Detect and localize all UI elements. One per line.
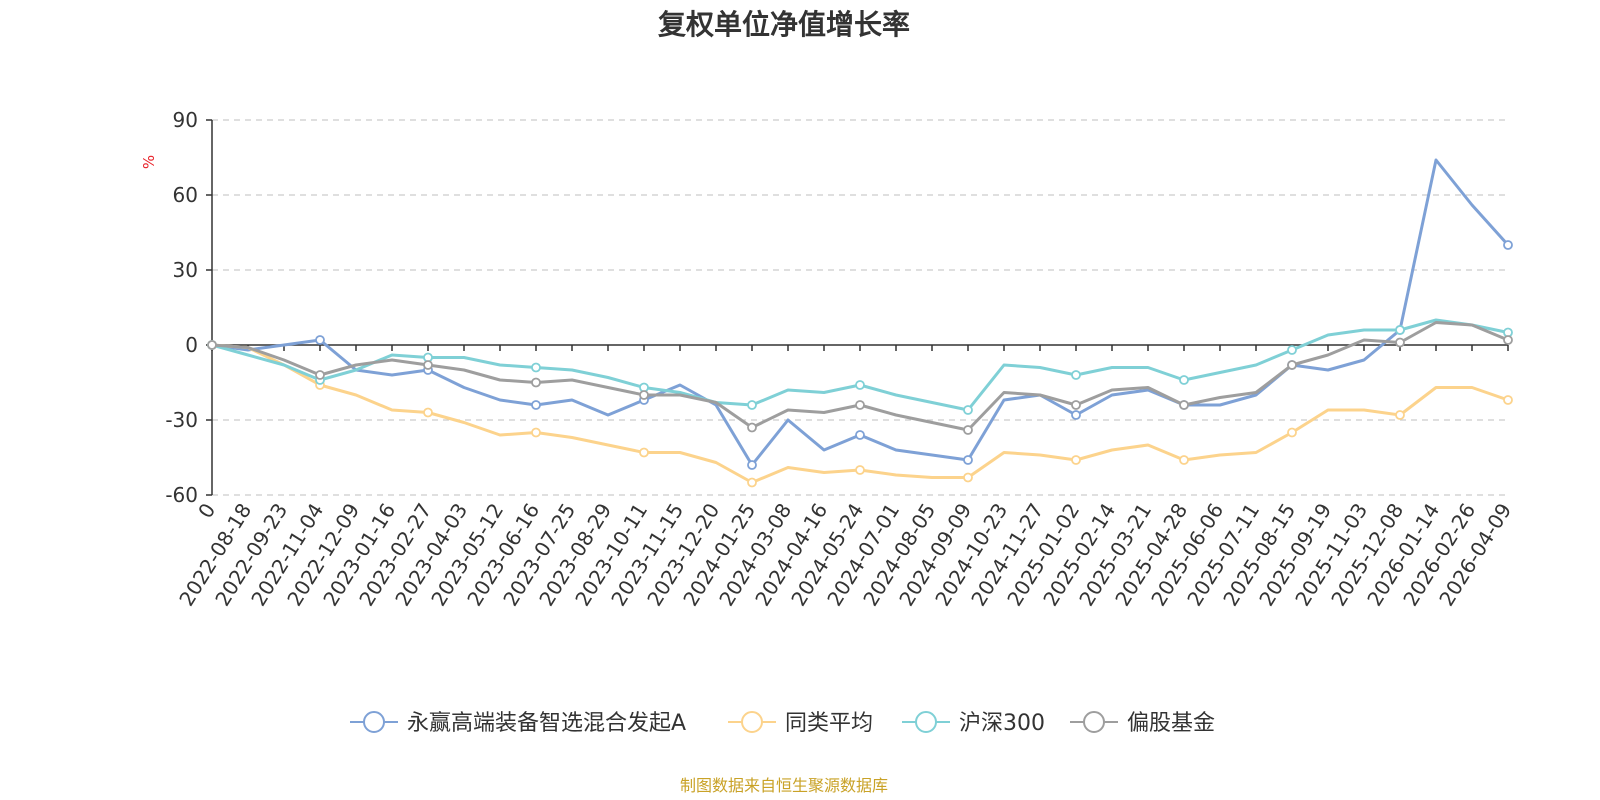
data-point — [531, 377, 541, 388]
legend: 永赢高端装备智选混合发起A 同类平均 沪深300 偏股基金 — [350, 711, 1215, 736]
grid — [212, 119, 1508, 496]
legend-swatch-marker — [363, 711, 385, 733]
series-line — [211, 318, 1509, 412]
y-tick-label: -30 — [165, 408, 198, 432]
data-point — [423, 407, 433, 418]
data-point — [963, 405, 973, 415]
legend-label: 永赢高端装备智选混合发起A — [407, 711, 686, 736]
data-point — [747, 460, 757, 470]
data-point — [315, 370, 325, 380]
y-axis: 90 60 30 0 -30 -60 — [165, 108, 213, 507]
data-point — [1071, 370, 1081, 380]
legend-item[interactable]: 沪深300 — [902, 711, 1045, 736]
data-point — [1179, 400, 1189, 410]
series-line — [211, 321, 1509, 432]
data-point — [963, 472, 973, 483]
x-tick-label: 0 — [193, 499, 220, 523]
data-point — [855, 430, 865, 440]
data-point — [1395, 410, 1405, 420]
legend-swatch-marker — [741, 711, 763, 733]
y-tick-label: 30 — [173, 258, 198, 282]
data-point — [855, 465, 865, 475]
data-point — [747, 422, 757, 433]
data-point — [747, 477, 757, 488]
legend-label: 同类平均 — [785, 711, 873, 736]
data-point — [963, 425, 973, 435]
data-point — [747, 400, 757, 410]
y-axis-unit: % — [140, 155, 158, 169]
legend-item[interactable]: 永赢高端装备智选混合发起A — [350, 711, 686, 736]
data-point — [1071, 410, 1081, 420]
y-tick-label: 0 — [185, 333, 198, 357]
data-point — [639, 447, 649, 458]
data-point — [531, 362, 541, 373]
x-axis: 02022-08-182022-09-232022-11-042022-12-0… — [174, 344, 1516, 610]
data-source-note: 制图数据来自恒生聚源数据库 — [680, 776, 888, 795]
data-point — [1287, 360, 1297, 370]
data-point — [1179, 455, 1189, 465]
chart-title: 复权单位净值增长率 — [658, 8, 910, 41]
series-3 — [207, 321, 1513, 435]
data-point — [855, 380, 865, 390]
legend-label: 偏股基金 — [1127, 711, 1215, 736]
legend-swatch-marker — [1083, 711, 1105, 733]
series-lines — [207, 158, 1513, 488]
series-0 — [207, 158, 1513, 470]
data-point — [1287, 427, 1297, 438]
data-point — [963, 455, 973, 465]
data-point — [531, 400, 541, 410]
data-point — [1071, 400, 1081, 410]
data-point — [1503, 395, 1513, 405]
data-point — [207, 340, 217, 350]
series-2 — [207, 318, 1513, 415]
legend-label: 沪深300 — [959, 711, 1045, 736]
data-point — [1395, 325, 1405, 335]
data-point — [423, 360, 433, 370]
data-point — [1395, 337, 1405, 348]
series-line — [211, 343, 1509, 484]
data-point — [1287, 345, 1297, 355]
data-point — [315, 335, 325, 345]
data-point — [1503, 240, 1513, 250]
data-point — [639, 390, 649, 400]
data-point — [1179, 375, 1189, 385]
data-point — [531, 427, 541, 438]
data-point — [855, 400, 865, 410]
data-point — [1503, 335, 1513, 345]
y-tick-label: 60 — [173, 183, 198, 207]
legend-item[interactable]: 同类平均 — [728, 711, 873, 736]
data-point — [1071, 455, 1081, 465]
y-tick-label: -60 — [165, 483, 198, 507]
y-tick-label: 90 — [173, 108, 198, 132]
legend-swatch-marker — [915, 711, 937, 733]
legend-item[interactable]: 偏股基金 — [1070, 711, 1215, 736]
